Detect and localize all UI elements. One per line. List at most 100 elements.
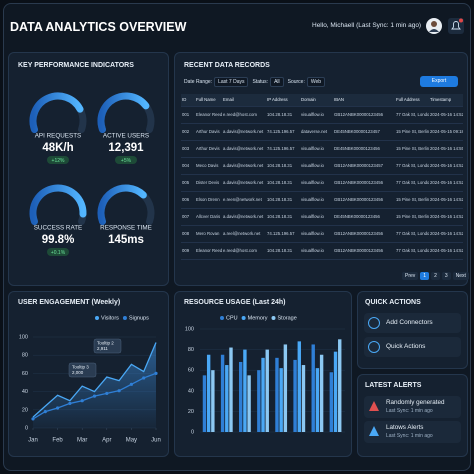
record-row[interactable]: 002 Arthur Davis a.davis@network.net 74.125… xyxy=(181,123,463,141)
filter-dropdown[interactable]: All xyxy=(270,77,284,87)
cell: 15 Pine St, Berlin 10 xyxy=(395,140,429,158)
header-icons xyxy=(426,18,464,34)
cell: e.reed@host.com xyxy=(222,106,266,124)
action-item[interactable]: Add Connectors xyxy=(364,313,461,333)
filter-label: Source: xyxy=(287,79,305,85)
alert-item[interactable]: Latows Alerts Last Sync: 1 min ago xyxy=(364,421,461,443)
cell: 15 Pine St, Berlin 10 xyxy=(395,191,429,209)
filters: Date Range: Last 7 Days Status: All Source: W… xyxy=(184,77,329,87)
cell: visualflow.io xyxy=(300,225,333,243)
cell: visualflow.io xyxy=(300,242,333,260)
record-row[interactable]: 005 Dister Devis a.davis@network.net 104.28… xyxy=(181,174,463,192)
action-label: Add Connectors xyxy=(386,319,433,326)
records-table: ID Full Name Email IP Address Domain IBAN Full… xyxy=(181,94,463,260)
page-button[interactable]: Next xyxy=(452,272,469,280)
page-button[interactable]: Prev xyxy=(402,272,419,280)
cell: 15 Pine St, Berlin 10 xyxy=(395,123,429,141)
column-header: IP Address xyxy=(266,94,300,107)
cell: 2024-05-16 14:55 xyxy=(429,140,463,158)
record-row[interactable]: 004 Meco Davis a.davis@network.net 104.28.1… xyxy=(181,157,463,175)
cell: 009 xyxy=(181,242,195,260)
filter-label: Date Range: xyxy=(184,79,213,85)
action-item[interactable]: Quick Actions xyxy=(364,337,461,357)
cell: a.davis@network.net xyxy=(222,208,266,226)
panel-title: RESOURCE USAGE (Last 24h) xyxy=(184,299,286,306)
cell: 002 xyxy=(181,123,195,141)
cell: 77 Oak St, London W1 xyxy=(395,106,429,124)
panel-title: KEY PERFORMANCE INDICATORS xyxy=(18,62,134,69)
cell: 2024-05-16 14:52 xyxy=(429,191,463,209)
cell: a.davis@network.net xyxy=(222,157,266,175)
record-row[interactable]: 003 Arthur Devis a.davis@network.net 74.125… xyxy=(181,140,463,158)
page-button[interactable]: 1 xyxy=(420,272,430,280)
column-header: Email xyxy=(222,94,266,107)
column-header: IBAN xyxy=(333,94,395,107)
resource-panel: RESOURCE USAGE (Last 24h) xyxy=(174,291,352,457)
panel-title: RECENT DATA RECORDS xyxy=(184,62,270,69)
alerts-panel: LATEST ALERTS Randomly generated Last Syn… xyxy=(357,374,468,457)
cell: DE45NBK00000123456 xyxy=(333,140,395,158)
cell: 007 xyxy=(181,208,195,226)
kpi-panel: KEY PERFORMANCE INDICATORS xyxy=(8,52,169,286)
cell: dataverse.net xyxy=(300,123,333,141)
cell: 77 Oak St, London W1 xyxy=(395,242,429,260)
cell: 74.125.196.57 xyxy=(266,123,300,141)
action-icon xyxy=(368,317,380,329)
alert-title: Randomly generated xyxy=(386,399,445,406)
cell: 74.125.196.57 xyxy=(266,140,300,158)
export-label: Export xyxy=(431,78,447,84)
cell: Elson Drenn xyxy=(195,191,222,209)
cell: visualflow.io xyxy=(300,157,333,175)
column-header: Full Name xyxy=(195,94,222,107)
cell: GB12ANBK00000123456 xyxy=(333,174,395,192)
cell: 104.28.18.31 xyxy=(266,208,300,226)
cell: 2024-05-15 09:18 xyxy=(429,123,463,141)
export-button[interactable]: Export xyxy=(420,76,458,87)
cell: DE45NBK00000123457 xyxy=(333,123,395,141)
cell: 2024-05-16 14:52 xyxy=(429,106,463,124)
cell: DE45NBK00000123456 xyxy=(333,208,395,226)
cell: 74.125.196.57 xyxy=(266,225,300,243)
column-header: Timestamp xyxy=(429,94,463,107)
cell: a.davis@network.net xyxy=(222,123,266,141)
column-header: Domain xyxy=(300,94,333,107)
cell: Arthur Davis xyxy=(195,123,222,141)
column-header: Full Address xyxy=(395,94,429,107)
record-row[interactable]: 008 Mero Rovan a.reel@network.net 74.125.19… xyxy=(181,225,463,243)
filter-dropdown[interactable]: Web xyxy=(306,77,326,87)
cell: Eleanor Reed xyxy=(195,106,222,124)
action-label: Quick Actions xyxy=(386,343,426,350)
cell: 104.28.18.31 xyxy=(266,242,300,260)
cell: a.davis@network.net xyxy=(222,174,266,192)
cell: Meco Davis xyxy=(195,157,222,175)
cell: GB12ANBK00000123456 xyxy=(333,106,395,124)
record-row[interactable]: 009 Eleanor Reed e.reed@host.com 104.28.18.… xyxy=(181,242,463,260)
record-row[interactable]: 006 Elson Drenn e.reen@network.net 104.28.1… xyxy=(181,191,463,209)
cell: 2024-05-16 14:52 xyxy=(429,174,463,192)
panel-title: QUICK ACTIONS xyxy=(365,299,421,306)
cell: visualflow.io xyxy=(300,191,333,209)
cell: 77 Oak St, London W1 xyxy=(395,174,429,192)
cell: a.davis@network.net xyxy=(222,140,266,158)
pagination: Prev 1 2 3 Next xyxy=(400,264,469,282)
cell: 104.28.18.31 xyxy=(266,191,300,209)
cell: GB12ANBK00000123456 xyxy=(333,225,395,243)
cell: GB12ANBK00000123456 xyxy=(333,242,395,260)
record-row[interactable]: 007 Allcver Daris a.davis@network.net 104.2… xyxy=(181,208,463,226)
filter-label: Status: xyxy=(252,79,269,85)
cell: Allcver Daris xyxy=(195,208,222,226)
page-button[interactable]: 2 xyxy=(431,272,440,280)
cell: 15 Pine St, Berlin 10 xyxy=(395,208,429,226)
panel-title: LATEST ALERTS xyxy=(365,382,422,389)
page-button[interactable]: 3 xyxy=(441,272,451,280)
cell: 104.28.18.31 xyxy=(266,174,300,192)
engagement-panel: USER ENGAGEMENT (Weekly) xyxy=(8,291,169,457)
column-header: ID xyxy=(181,94,195,107)
cell: visualflow.io xyxy=(300,106,333,124)
alert-item[interactable]: Randomly generated Last Sync: 1 min ago xyxy=(364,396,461,418)
record-row[interactable]: 001 Eleanor Reed e.reed@host.com 104.28.18.… xyxy=(181,106,463,124)
cell: Dister Devis xyxy=(195,174,222,192)
filter-dropdown[interactable]: Last 7 Days xyxy=(214,77,249,87)
quick-actions-panel: QUICK ACTIONS Add Connectors Quick Action… xyxy=(357,291,468,369)
cell: Mero Rovan xyxy=(195,225,222,243)
